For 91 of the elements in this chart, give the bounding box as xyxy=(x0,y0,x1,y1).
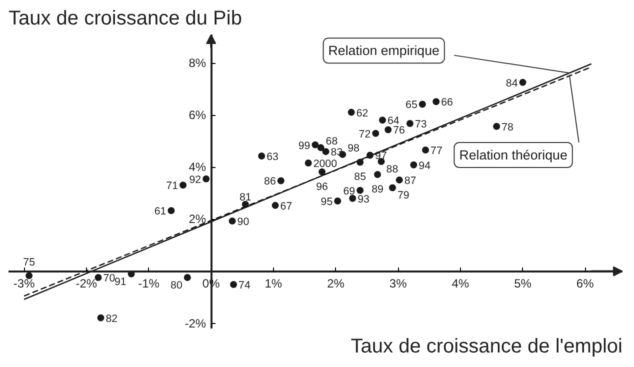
annotation: 71 xyxy=(166,180,178,192)
point xyxy=(372,130,380,137)
point xyxy=(317,144,324,152)
point xyxy=(349,194,356,202)
annotation: 62 xyxy=(356,107,368,120)
annotation: 76 xyxy=(393,124,406,137)
annotation: 2000 xyxy=(313,158,338,170)
point xyxy=(312,141,319,148)
point xyxy=(258,152,266,160)
point xyxy=(374,170,382,178)
x-tick-label: 3% xyxy=(389,276,408,290)
annotation: 79 xyxy=(397,190,410,202)
annotation: 82 xyxy=(106,312,118,325)
x-tick-label: -2% xyxy=(76,276,98,290)
point xyxy=(304,160,312,167)
x-axis-title: Taux de croissance de l'emploi xyxy=(350,336,623,358)
point xyxy=(277,177,284,184)
point xyxy=(318,168,326,176)
point xyxy=(168,207,175,214)
point xyxy=(348,108,355,116)
point xyxy=(410,161,418,168)
x-tick-label: 4% xyxy=(452,276,470,290)
point xyxy=(379,116,386,124)
annotation: 89 xyxy=(372,183,384,196)
annotation: 63 xyxy=(266,151,279,164)
annotation: 64 xyxy=(388,115,400,128)
annotation: 99 xyxy=(298,140,310,152)
y-tick-label: 4% xyxy=(188,160,206,174)
point xyxy=(356,186,364,194)
point xyxy=(97,314,104,322)
annotation: 91 xyxy=(114,276,126,288)
text: Relation empirique xyxy=(328,43,440,58)
point xyxy=(422,146,430,154)
point xyxy=(272,202,279,209)
point xyxy=(396,176,403,184)
annotation: 70 xyxy=(103,272,116,285)
y-tick-label: 8% xyxy=(188,56,206,70)
y-tick-label: 2% xyxy=(188,212,206,226)
annotation: 74 xyxy=(238,280,250,292)
x-tick-label: 6% xyxy=(576,276,594,290)
point xyxy=(94,274,102,281)
point xyxy=(322,148,330,156)
annotation: 68 xyxy=(326,136,338,148)
x-tick-label: 2% xyxy=(327,276,345,290)
point xyxy=(519,78,526,86)
annotation: 90 xyxy=(237,216,250,228)
y-tick-label: 6% xyxy=(188,108,206,122)
point xyxy=(334,198,342,205)
annotation: 65 xyxy=(406,99,418,112)
point xyxy=(384,126,392,134)
point xyxy=(388,184,396,192)
x-tick-label: 5% xyxy=(514,276,532,290)
annotation: 88 xyxy=(386,163,398,176)
annotation: 69 xyxy=(343,185,356,198)
annotation: 66 xyxy=(441,96,454,109)
annotation: 61 xyxy=(154,206,166,218)
annotation: 94 xyxy=(418,160,431,172)
x-tick-label: -1% xyxy=(138,276,160,290)
annotation: 78 xyxy=(502,121,514,134)
annotation: 80 xyxy=(170,280,182,292)
point xyxy=(230,281,238,288)
point xyxy=(184,274,191,281)
point xyxy=(493,122,500,130)
series-label: Relation théorique xyxy=(459,147,568,162)
annotation: 75 xyxy=(23,256,36,269)
point xyxy=(26,272,33,280)
annotation: 87 xyxy=(404,174,416,187)
annotation: 83 xyxy=(330,146,343,159)
annotation: 84 xyxy=(506,77,518,90)
point xyxy=(202,175,210,182)
annotation: 67 xyxy=(280,200,292,212)
annotation: 73 xyxy=(414,118,427,130)
point xyxy=(228,218,236,225)
point xyxy=(432,98,440,106)
annotation: 85 xyxy=(354,171,366,184)
annotation: 92 xyxy=(189,174,202,186)
annotation: 95 xyxy=(320,196,333,208)
annotation: 72 xyxy=(358,128,371,140)
annotation: 81 xyxy=(239,191,252,204)
point xyxy=(406,120,414,127)
x-tick-label: -3% xyxy=(13,276,36,290)
annotation: 77 xyxy=(430,145,442,158)
y-tick-label: -2% xyxy=(184,316,206,330)
annotation: 86 xyxy=(264,176,276,188)
annotation: 93 xyxy=(358,193,370,206)
point xyxy=(418,100,426,108)
point xyxy=(180,182,187,189)
annotation: 98 xyxy=(348,142,360,154)
x-tick-label: 1% xyxy=(264,276,282,290)
y-axis-title: Taux de croissance du Pib xyxy=(8,8,242,30)
annotation: 96 xyxy=(316,180,328,193)
